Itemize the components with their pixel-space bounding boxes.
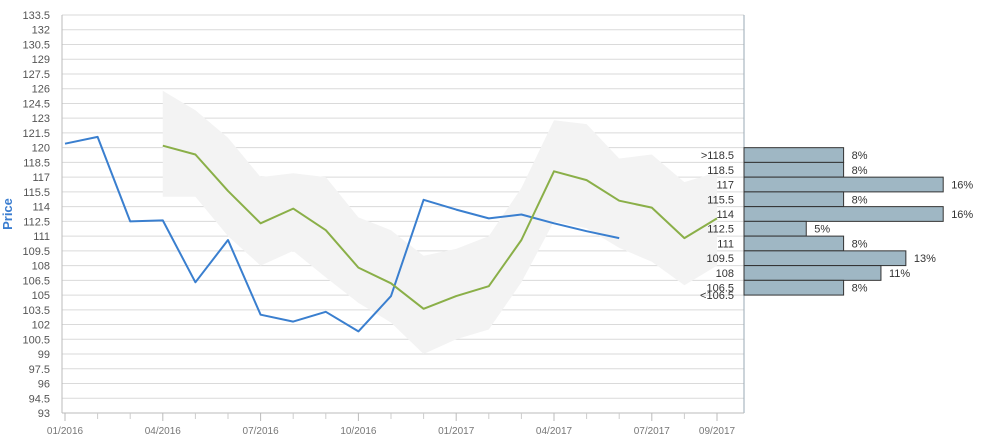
histogram-bar: [743, 250, 907, 267]
x-tick-label: 04/2017: [536, 426, 573, 437]
histogram-bin-label: 117: [716, 180, 734, 192]
y-tick-label: 129: [32, 54, 50, 66]
y-tick-label: 114: [32, 202, 50, 214]
histogram-bar: [743, 161, 845, 178]
y-tick-label: 103.5: [22, 305, 50, 317]
y-tick-label: 97.5: [29, 364, 50, 376]
histogram-percent-label: 8%: [852, 165, 868, 177]
y-tick-label: 118.5: [23, 157, 50, 169]
y-tick-label: 100.5: [22, 334, 50, 346]
histogram-bin-label: 109.5: [706, 253, 734, 265]
series-line-2: [162, 144, 718, 310]
histogram-percent-label: 8%: [852, 150, 868, 162]
histogram-bin-label: 115.5: [707, 194, 734, 206]
forecast-band: [162, 90, 718, 354]
histogram-bin-label: 112.5: [707, 224, 734, 236]
y-axis-label: Price: [0, 198, 15, 230]
series-line-1: [64, 135, 620, 333]
histogram-bar: [743, 176, 944, 193]
histogram-bar: [743, 265, 882, 281]
histogram-percent-label: 8%: [852, 238, 868, 250]
histogram-bin-label: 114: [716, 209, 734, 221]
y-tick-label: 111: [33, 231, 50, 243]
histogram-bar: [743, 235, 845, 252]
y-tick-label: 94.5: [29, 393, 50, 405]
histogram-percent-label: 16%: [951, 209, 973, 221]
y-tick-label: 126: [32, 84, 50, 96]
y-tick-label: 115.5: [23, 187, 50, 199]
y-tick-label: 106.5: [22, 275, 50, 287]
histogram-bin-label: 118.5: [707, 165, 734, 177]
y-tick-label: 109.5: [22, 246, 50, 258]
forecast-band-area: [162, 90, 718, 354]
y-tick-label: 96: [38, 379, 50, 391]
histogram-bin-label: >118.5: [701, 150, 734, 162]
histogram-percent-label: 16%: [951, 180, 973, 192]
x-tick-label: 04/2016: [145, 426, 182, 437]
x-tick-label: 07/2016: [243, 426, 280, 437]
y-tick-label: 124.5: [22, 98, 50, 110]
y-tick-label: 121.5: [22, 128, 50, 140]
y-tick-label: 123: [32, 113, 50, 125]
x-tick-label: 07/2017: [634, 426, 671, 437]
y-tick-label: 130.5: [22, 39, 50, 51]
y-tick-label: 102: [32, 320, 50, 332]
x-tick-label: 01/2016: [47, 426, 84, 437]
y-tick-label: 99: [38, 349, 50, 361]
histogram-bar: [743, 191, 845, 208]
y-tick-label: 133.5: [22, 10, 50, 22]
y-tick-label: 132: [32, 25, 50, 37]
axes: 93 94.5 96 97.5 99 100.5 102 103.5 105 106.5 108 10…: [22, 10, 745, 437]
y-tick-label: 105: [32, 290, 50, 302]
y-tick-label: 127.5: [22, 69, 50, 81]
histogram-percent-label: 13%: [914, 253, 936, 265]
x-tick-label: 10/2016: [340, 426, 377, 437]
histogram-percent-label: 8%: [852, 194, 868, 206]
series-lines: [64, 135, 718, 333]
distribution-histogram: >118.5 8% 118.5 8% 117 16% 115.5 8% 114 16% 112.5 5…: [700, 147, 973, 302]
histogram-bar: [743, 206, 944, 222]
histogram-bin-label: 108: [716, 268, 734, 280]
histogram-bin-label: 111: [717, 238, 734, 250]
histogram-bar: [743, 279, 845, 296]
histogram-bin-label: 106.5: [706, 283, 734, 295]
histogram-percent-label: 5%: [814, 224, 830, 236]
histogram-bar: [743, 220, 807, 237]
x-tick-label: 01/2017: [438, 426, 475, 437]
histogram-bin-label: <106.5: [700, 290, 734, 302]
y-tick-label: 117: [32, 172, 50, 184]
y-tick-label: 112.5: [23, 216, 50, 228]
x-tick-label: 09/2017: [699, 426, 736, 437]
histogram-percent-label: 8%: [852, 283, 868, 295]
histogram-percent-label: 11%: [889, 268, 910, 280]
y-tick-label: 93: [38, 408, 50, 420]
histogram-bar: [743, 147, 845, 163]
y-tick-label: 108: [32, 261, 50, 273]
y-tick-label: 120: [32, 143, 50, 155]
